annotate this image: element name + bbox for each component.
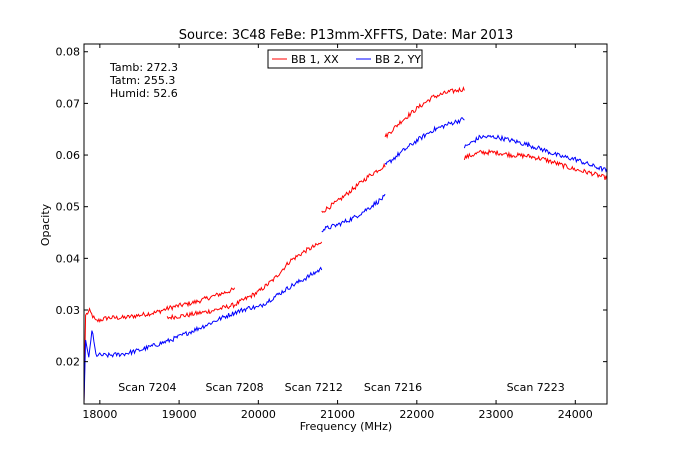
y-tick-label: 0.06 xyxy=(56,149,81,162)
plot-frame xyxy=(83,43,608,405)
series-2 xyxy=(83,117,608,404)
y-tick-label: 0.07 xyxy=(56,97,81,110)
series-1-segment-4 xyxy=(384,85,465,139)
plot-area xyxy=(84,44,607,404)
legend-box xyxy=(267,49,423,69)
scan-label: Scan 7208 xyxy=(205,381,263,394)
scan-label: Scan 7216 xyxy=(364,381,422,394)
weather-line: Tatm: 255.3 xyxy=(109,74,175,87)
y-tick-label: 0.03 xyxy=(56,304,81,317)
y-tick-label: 0.02 xyxy=(56,356,81,369)
legend-label-1: BB 1, XX xyxy=(291,53,339,66)
y-tick-label: 0.08 xyxy=(56,46,81,59)
scan-label: Scan 7204 xyxy=(118,381,176,394)
x-tick-label: 19000 xyxy=(162,408,197,421)
y-axis-label: Opacity xyxy=(39,203,52,246)
series-1-segment-2 xyxy=(166,241,323,321)
series-1 xyxy=(83,85,608,404)
y-tick-label: 0.05 xyxy=(56,201,81,214)
weather-line: Humid: 52.6 xyxy=(110,87,178,100)
x-tick-label: 22000 xyxy=(399,408,434,421)
x-tick-label: 24000 xyxy=(558,408,593,421)
legend: BB 1, XX BB 2, YY xyxy=(267,49,423,69)
chart-title: Source: 3C48 FeBe: P13mm-XFFTS, Date: Ma… xyxy=(179,28,514,43)
series-1-segment-3 xyxy=(321,162,386,213)
series-1-segment-5 xyxy=(463,148,608,403)
series-layer xyxy=(83,85,608,404)
series-1-segment-1 xyxy=(83,287,236,404)
series-2-segment-1 xyxy=(83,266,323,404)
weather-line: Tamb: 272.3 xyxy=(109,61,178,74)
scan-label: Scan 7223 xyxy=(507,381,565,394)
series-2-segment-2 xyxy=(321,193,386,233)
x-tick-label: 18000 xyxy=(82,408,117,421)
y-tick-label: 0.04 xyxy=(56,252,81,265)
x-axis-label: Frequency (MHz) xyxy=(300,420,392,433)
legend-label-2: BB 2, YY xyxy=(375,53,421,66)
series-2-segment-4 xyxy=(463,134,608,403)
x-tick-label: 20000 xyxy=(241,408,276,421)
x-tick-label: 21000 xyxy=(320,408,355,421)
x-tick-label: 23000 xyxy=(479,408,514,421)
series-2-segment-3 xyxy=(384,117,465,166)
scan-label: Scan 7212 xyxy=(285,381,343,394)
ticks-layer: 18000 19000 20000 21000 22000 23000 24000 0.02 0… xyxy=(56,44,607,421)
